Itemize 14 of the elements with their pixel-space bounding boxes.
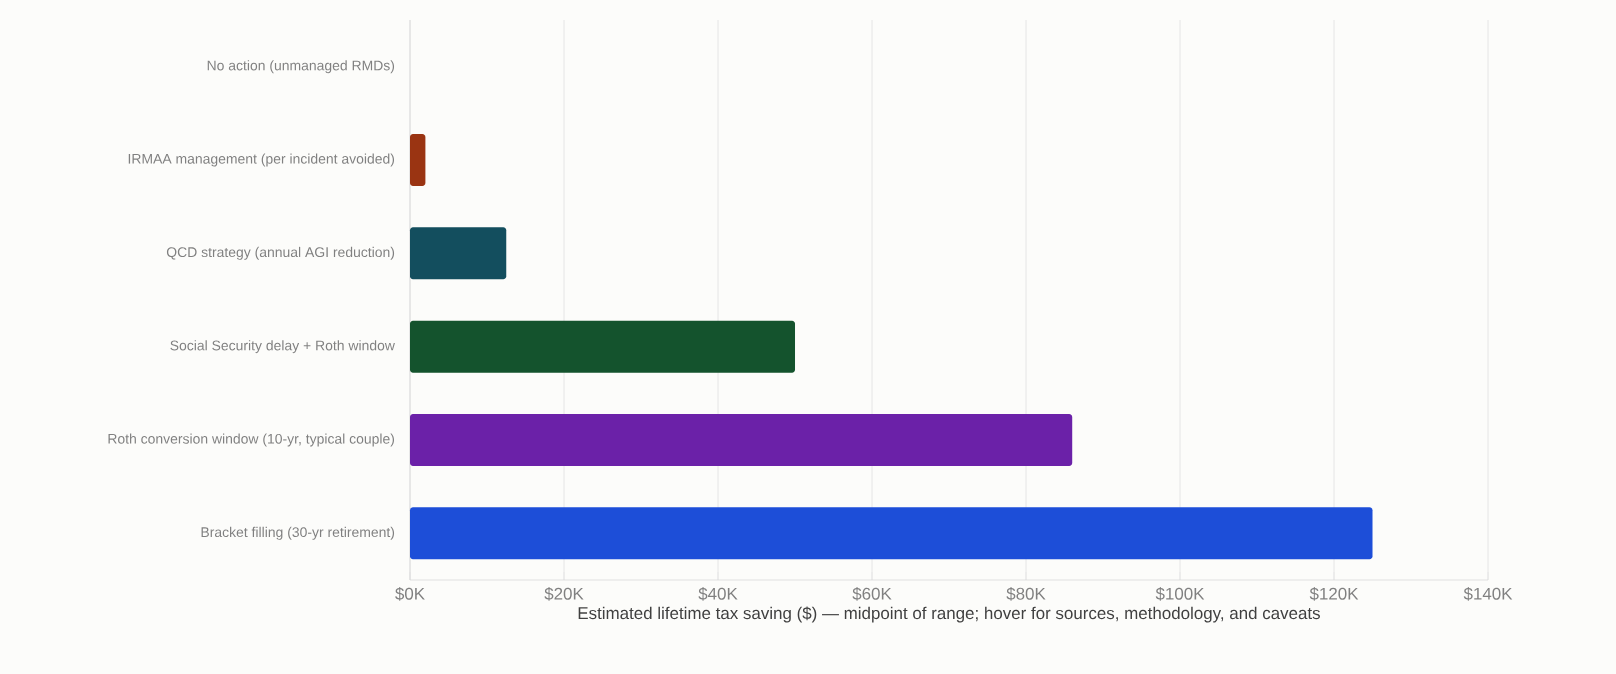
- x-tick-label: $40K: [698, 587, 738, 601]
- bar: [410, 134, 426, 186]
- x-tick-label: $60K: [852, 587, 892, 601]
- x-axis-title: Estimated lifetime tax saving ($) — midpoint of range; hover for sources, methodology, and caveats: [578, 606, 1320, 623]
- bar: [410, 320, 796, 373]
- x-tick-label: $80K: [1006, 587, 1046, 601]
- bar: [410, 507, 1373, 560]
- x-tick-label: $140K: [1463, 587, 1513, 601]
- x-tick-label: $20K: [544, 587, 584, 601]
- x-tick-label: $100K: [1155, 587, 1205, 601]
- x-tick-label: $0K: [395, 587, 425, 601]
- bar: [410, 414, 1073, 467]
- x-tick-label: $120K: [1309, 587, 1359, 601]
- bar: [410, 227, 507, 280]
